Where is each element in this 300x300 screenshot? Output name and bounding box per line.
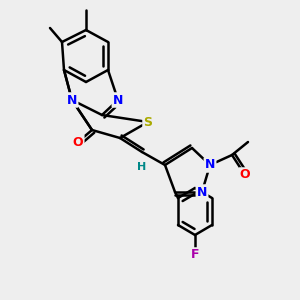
Text: H: H <box>137 162 147 172</box>
Text: S: S <box>143 116 152 128</box>
Text: N: N <box>197 185 207 199</box>
Text: F: F <box>191 248 199 262</box>
Text: N: N <box>113 94 123 106</box>
Text: O: O <box>240 169 250 182</box>
Text: O: O <box>73 136 83 148</box>
Text: N: N <box>205 158 215 172</box>
Text: N: N <box>67 94 77 106</box>
